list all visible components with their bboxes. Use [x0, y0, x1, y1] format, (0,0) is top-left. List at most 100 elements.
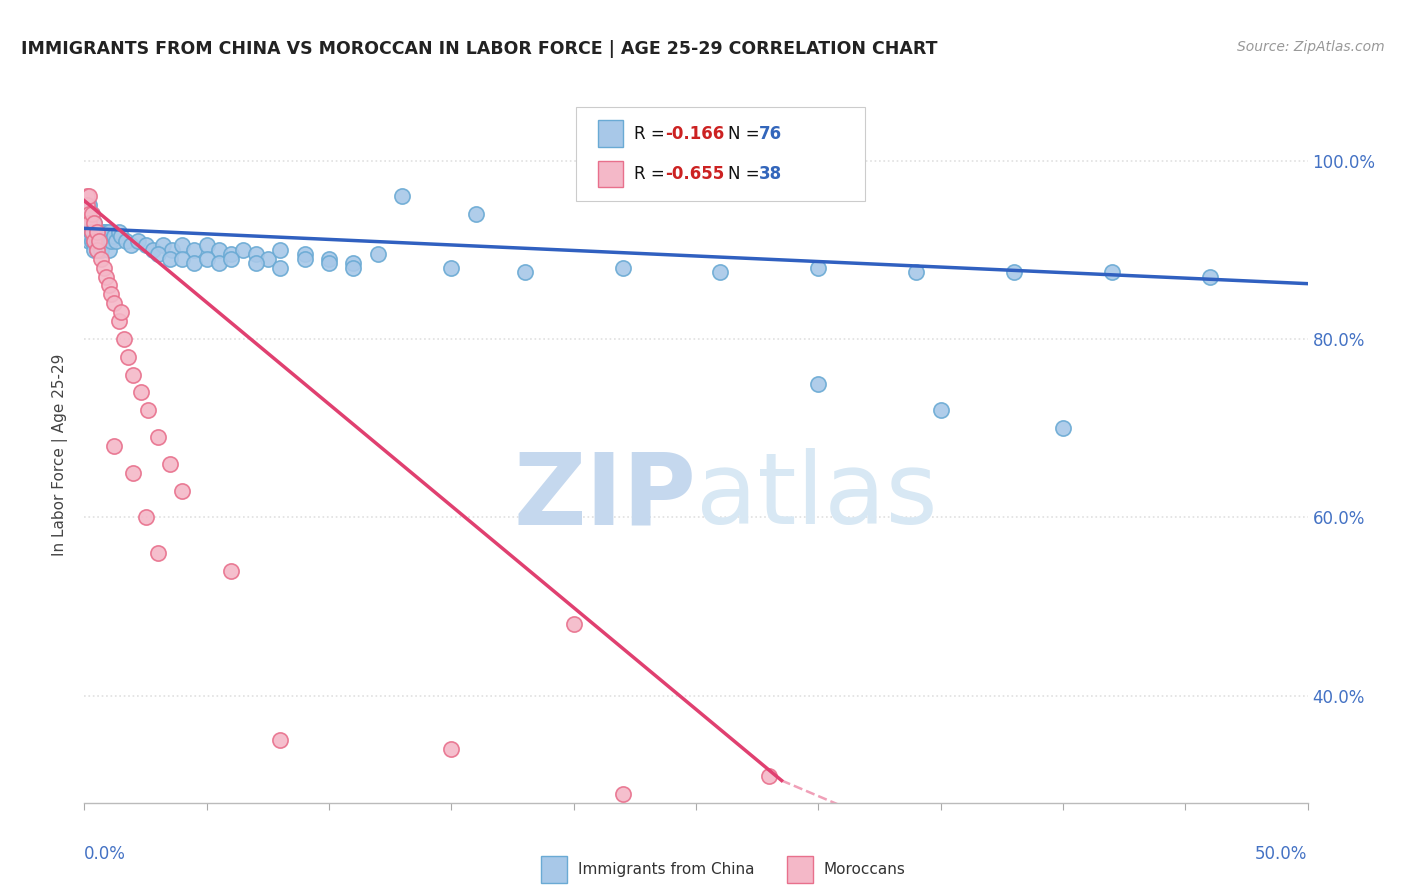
- Point: [172, 238, 194, 252]
- Point: [464, 207, 486, 221]
- Point: [172, 252, 194, 266]
- Point: [159, 457, 181, 471]
- Point: [807, 376, 830, 391]
- Point: [96, 234, 118, 248]
- Point: [219, 247, 242, 261]
- Point: [86, 234, 108, 248]
- Point: [318, 252, 340, 266]
- Point: [80, 225, 103, 239]
- Point: [120, 238, 142, 252]
- Text: -0.166: -0.166: [665, 125, 724, 143]
- Point: [183, 256, 205, 270]
- Point: [77, 234, 100, 248]
- Point: [80, 234, 103, 248]
- Point: [342, 256, 364, 270]
- Point: [612, 260, 634, 275]
- Point: [142, 243, 165, 257]
- Point: [76, 198, 98, 212]
- Text: Moroccans: Moroccans: [824, 863, 905, 877]
- Text: Source: ZipAtlas.com: Source: ZipAtlas.com: [1237, 40, 1385, 54]
- Point: [96, 225, 118, 239]
- Point: [219, 564, 242, 578]
- Point: [391, 189, 413, 203]
- Point: [93, 234, 115, 248]
- Point: [269, 733, 291, 747]
- Point: [103, 296, 125, 310]
- Point: [245, 247, 267, 261]
- Point: [135, 510, 157, 524]
- Point: [76, 189, 98, 203]
- Point: [342, 260, 364, 275]
- Point: [110, 305, 132, 319]
- Point: [208, 243, 231, 257]
- Point: [440, 260, 463, 275]
- Point: [1002, 265, 1025, 279]
- Text: atlas: atlas: [696, 448, 938, 545]
- Text: ZIP: ZIP: [513, 448, 696, 545]
- Point: [232, 243, 254, 257]
- Point: [86, 243, 108, 257]
- Point: [87, 225, 110, 239]
- Point: [83, 216, 105, 230]
- Point: [513, 265, 536, 279]
- Point: [107, 314, 129, 328]
- Point: [294, 247, 316, 261]
- Point: [136, 403, 159, 417]
- Point: [97, 278, 120, 293]
- Point: [77, 216, 100, 230]
- Point: [110, 229, 132, 244]
- Point: [90, 243, 112, 257]
- Text: N =: N =: [728, 125, 765, 143]
- Point: [183, 243, 205, 257]
- Point: [112, 332, 135, 346]
- Point: [367, 247, 389, 261]
- Point: [195, 252, 218, 266]
- Point: [146, 247, 169, 261]
- Point: [87, 234, 110, 248]
- Point: [152, 238, 174, 252]
- Point: [115, 234, 138, 248]
- Text: -0.655: -0.655: [665, 165, 724, 183]
- Text: R =: R =: [634, 125, 671, 143]
- Point: [90, 234, 112, 248]
- Point: [100, 287, 122, 301]
- Point: [83, 243, 105, 257]
- Point: [208, 256, 231, 270]
- Point: [1198, 269, 1220, 284]
- Point: [105, 234, 128, 248]
- Point: [96, 269, 118, 284]
- Point: [146, 430, 169, 444]
- Point: [77, 207, 100, 221]
- Point: [612, 787, 634, 801]
- Point: [117, 350, 139, 364]
- Point: [87, 234, 110, 248]
- Text: 38: 38: [759, 165, 782, 183]
- Point: [93, 225, 115, 239]
- Point: [103, 439, 125, 453]
- Point: [97, 243, 120, 257]
- Point: [135, 238, 157, 252]
- Point: [162, 243, 184, 257]
- Point: [257, 252, 280, 266]
- Point: [269, 260, 291, 275]
- Point: [107, 225, 129, 239]
- Point: [122, 368, 145, 382]
- Point: [83, 234, 105, 248]
- Point: [318, 256, 340, 270]
- Point: [76, 216, 98, 230]
- Text: N =: N =: [728, 165, 765, 183]
- Point: [77, 225, 100, 239]
- Point: [440, 742, 463, 756]
- Point: [219, 252, 242, 266]
- Point: [100, 234, 122, 248]
- Point: [129, 385, 152, 400]
- Point: [77, 189, 100, 203]
- Point: [758, 769, 780, 783]
- Point: [122, 466, 145, 480]
- Point: [905, 265, 928, 279]
- Point: [127, 234, 149, 248]
- Text: 50.0%: 50.0%: [1256, 845, 1308, 863]
- Point: [294, 252, 316, 266]
- Point: [1101, 265, 1123, 279]
- Point: [929, 403, 952, 417]
